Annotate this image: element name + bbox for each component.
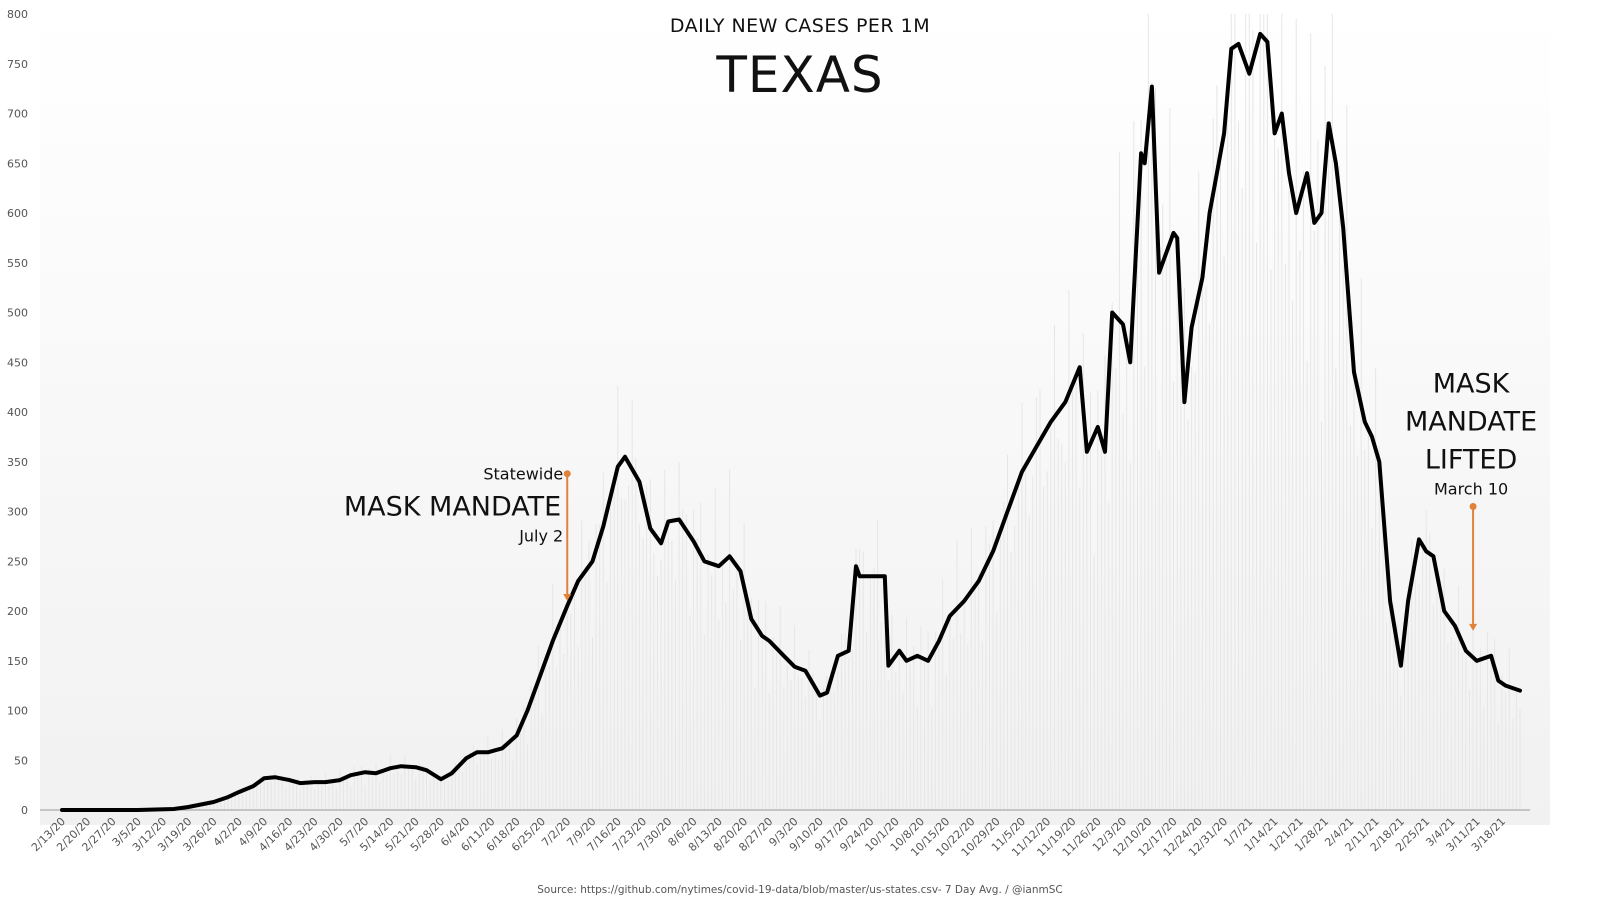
y-tick-label: 0 [21,804,28,817]
y-tick-label: 500 [7,307,28,320]
annotation-date-label: July 2 [518,527,563,546]
y-tick-label: 400 [7,406,28,419]
y-tick-label: 50 [14,754,28,767]
y-tick-label: 550 [7,257,28,270]
chart-title: TEXAS [715,46,883,104]
annotations: Statewide MASK MANDATE July 2 MASK MANDATE LI… [344,369,1537,631]
annotation-arrow-head [563,594,572,602]
y-tick-label: 350 [7,456,28,469]
source-note: Source: https://github.com/nytimes/covid… [537,884,1062,896]
annotation-date-label: March 10 [1434,480,1508,499]
annotation-lifted-label: LIFTED [1425,445,1517,476]
y-tick-label: 150 [7,655,28,668]
annotation-statewide-label: Statewide [483,465,563,484]
chart-subtitle: DAILY NEW CASES PER 1M [670,15,930,37]
y-tick-label: 200 [7,605,28,618]
y-tick-label: 100 [7,705,28,718]
y-tick-label: 300 [7,506,28,519]
annotation-dot [563,470,571,478]
annotation-dot [1469,503,1477,511]
y-tick-label: 250 [7,555,28,568]
x-axis: 2/13/202/20/202/27/203/5/203/12/203/19/2… [29,809,1530,859]
y-tick-label: 700 [7,108,28,121]
y-tick-label: 650 [7,157,28,170]
annotation-lifted-label: MASK [1433,369,1511,400]
y-tick-label: 450 [7,356,28,369]
annotation-lifted-label: MANDATE [1405,407,1537,438]
y-tick-label: 750 [7,58,28,71]
y-axis: 0 50 100 150 200 250 300 350 400 450 500 550 600 650 7… [7,8,28,817]
y-tick-label: 600 [7,207,28,220]
cases-series-line [60,31,1522,812]
annotation-mask-mandate-label: MASK MANDATE [344,492,561,523]
annotation-arrow-head [1469,623,1478,631]
daily-bars [140,14,1521,810]
y-tick-label: 800 [7,8,28,21]
